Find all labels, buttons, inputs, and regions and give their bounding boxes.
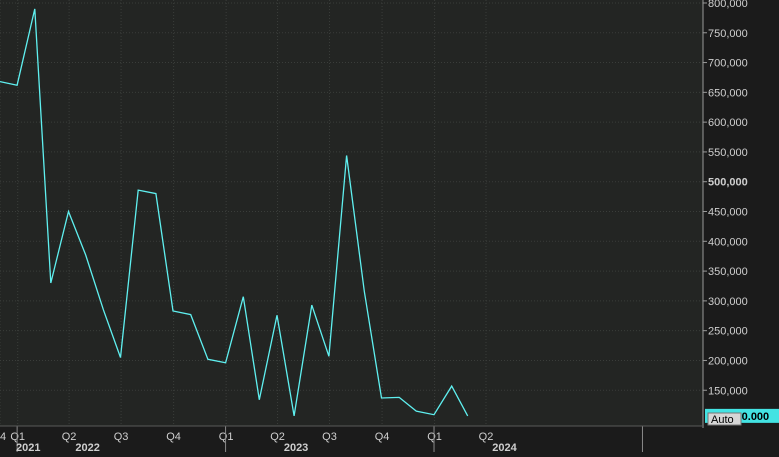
x-tick-label: Q4 — [375, 431, 390, 443]
data-point — [119, 356, 121, 358]
y-tick-label: 600,000 — [708, 117, 748, 129]
data-point — [363, 290, 365, 292]
x-tick-label: 4 — [0, 431, 6, 443]
y-tick-label: 400,000 — [708, 236, 748, 248]
y-tick-label: 300,000 — [708, 296, 748, 308]
data-point — [242, 296, 244, 298]
data-point — [172, 310, 174, 312]
x-tick-label: Q2 — [62, 431, 77, 443]
data-point — [311, 304, 313, 306]
data-point — [415, 410, 417, 412]
data-point — [102, 309, 104, 311]
data-point — [50, 282, 52, 284]
data-point — [276, 314, 278, 316]
data-point — [345, 154, 347, 156]
auto-scale-label[interactable]: Auto — [711, 414, 734, 426]
data-point — [451, 385, 453, 387]
y-tick-label: 750,000 — [708, 28, 748, 40]
data-point — [67, 210, 69, 212]
year-label: 2023 — [284, 442, 308, 452]
data-point — [224, 362, 226, 364]
data-point — [84, 254, 86, 256]
plot-background — [0, 0, 703, 426]
data-point — [398, 396, 400, 398]
y-tick-label: 450,000 — [708, 207, 748, 219]
y-tick-label: 650,000 — [708, 87, 748, 99]
x-tick-label: Q1 — [427, 431, 442, 443]
year-label: 2021 — [16, 442, 40, 452]
y-tick-label: 250,000 — [708, 326, 748, 338]
auto-scale-button[interactable] — [707, 412, 742, 426]
y-tick-label: 550,000 — [708, 147, 748, 159]
x-tick-label: Q4 — [166, 431, 181, 443]
x-tick-label: Q3 — [114, 431, 129, 443]
x-tick-label: Q1 — [219, 431, 234, 443]
data-point — [433, 413, 435, 415]
year-label: 2022 — [75, 442, 99, 452]
x-tick-label: Q2 — [270, 431, 285, 443]
y-tick-label: 500,000 — [708, 177, 748, 189]
y-tick-label: 200,000 — [708, 355, 748, 367]
y-tick-label: 800,000 — [708, 0, 748, 10]
data-point — [207, 358, 209, 360]
data-point — [16, 84, 18, 86]
data-point — [328, 355, 330, 357]
data-point — [137, 189, 139, 191]
x-tick-label: Q1 — [10, 431, 25, 443]
data-point — [293, 415, 295, 417]
year-label: 2024 — [492, 442, 517, 452]
x-tick-label: Q2 — [479, 431, 494, 443]
data-point — [258, 399, 260, 401]
data-point — [34, 8, 36, 10]
data-point — [380, 397, 382, 399]
y-tick-label: 150,000 — [708, 385, 748, 397]
y-tick-label: 700,000 — [708, 58, 748, 70]
series-line — [0, 8, 469, 417]
x-tick-label: Q3 — [322, 431, 337, 443]
data-point — [467, 415, 469, 417]
data-point — [190, 313, 192, 315]
data-point — [155, 192, 157, 194]
y-tick-label: 350,000 — [708, 266, 748, 278]
